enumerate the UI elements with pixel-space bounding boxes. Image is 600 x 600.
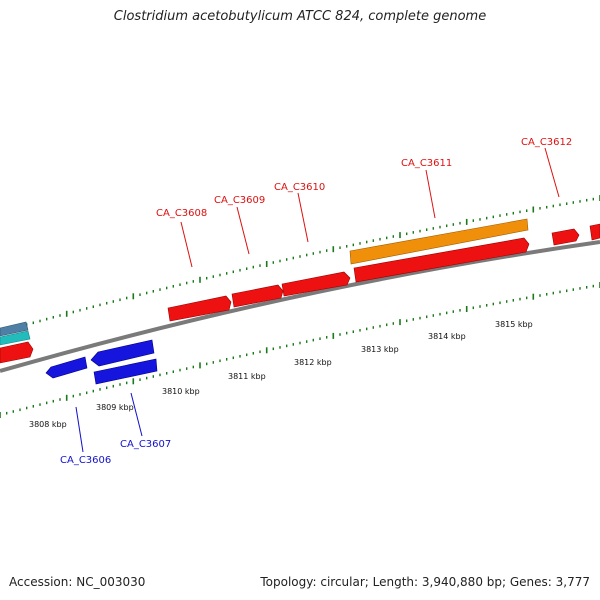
gene-ca-c3611-orange[interactable] <box>349 218 529 265</box>
gene-label[interactable]: CA_C3606 <box>60 455 111 466</box>
gene-labels: CA_C3606 CA_C3607 CA_C3608 CA_C3609 CA_C… <box>60 137 572 466</box>
gene-steel-partial[interactable] <box>0 321 29 337</box>
gene-label[interactable]: CA_C3610 <box>274 182 325 193</box>
outer-tick-track <box>0 195 600 335</box>
scale-label: 3811 kbp <box>228 372 266 381</box>
inner-tick-track <box>0 282 600 418</box>
gene-label[interactable]: CA_C3612 <box>521 137 572 148</box>
gene-red-partial-left[interactable] <box>0 341 34 364</box>
label-leader-lines <box>75 147 560 453</box>
scale-label: 3813 kbp <box>361 345 399 354</box>
gene-cyan-partial[interactable] <box>0 330 31 346</box>
gene-label[interactable]: CA_C3607 <box>120 439 171 450</box>
minus-strand-genes <box>45 339 158 385</box>
topology-summary: Topology: circular; Length: 3,940,880 bp… <box>260 575 590 589</box>
scale-label: 3812 kbp <box>294 358 332 367</box>
gene-ca-c3611[interactable] <box>353 237 530 283</box>
gene-ca-c3610[interactable] <box>281 271 351 297</box>
gene-ca-c3608[interactable] <box>167 295 232 322</box>
gene-label[interactable]: CA_C3609 <box>214 195 265 206</box>
gene-ca-c3607-upper[interactable] <box>90 339 155 367</box>
gene-ca-c3607[interactable] <box>93 358 158 385</box>
plus-strand-genes <box>0 218 600 364</box>
scale-label: 3810 kbp <box>162 387 200 396</box>
map-title: Clostridium acetobutylicum ATCC 824, com… <box>113 9 487 24</box>
scale-labels: 3808 kbp 3809 kbp 3810 kbp 3811 kbp 3812… <box>29 320 533 429</box>
gene-red-partial-right[interactable] <box>589 223 600 241</box>
scale-label: 3809 kbp <box>96 403 134 412</box>
gene-ca-c3609[interactable] <box>231 284 284 308</box>
gene-label[interactable]: CA_C3608 <box>156 208 207 219</box>
accession-text: Accession: NC_003030 <box>9 575 146 589</box>
scale-label: 3815 kbp <box>495 320 533 329</box>
gene-ca-c3612[interactable] <box>551 228 580 246</box>
genome-backbone <box>0 240 600 373</box>
gene-label[interactable]: CA_C3611 <box>401 158 452 169</box>
scale-label: 3814 kbp <box>428 332 466 341</box>
gene-ca-c3606[interactable] <box>45 356 88 379</box>
scale-label: 3808 kbp <box>29 420 67 429</box>
